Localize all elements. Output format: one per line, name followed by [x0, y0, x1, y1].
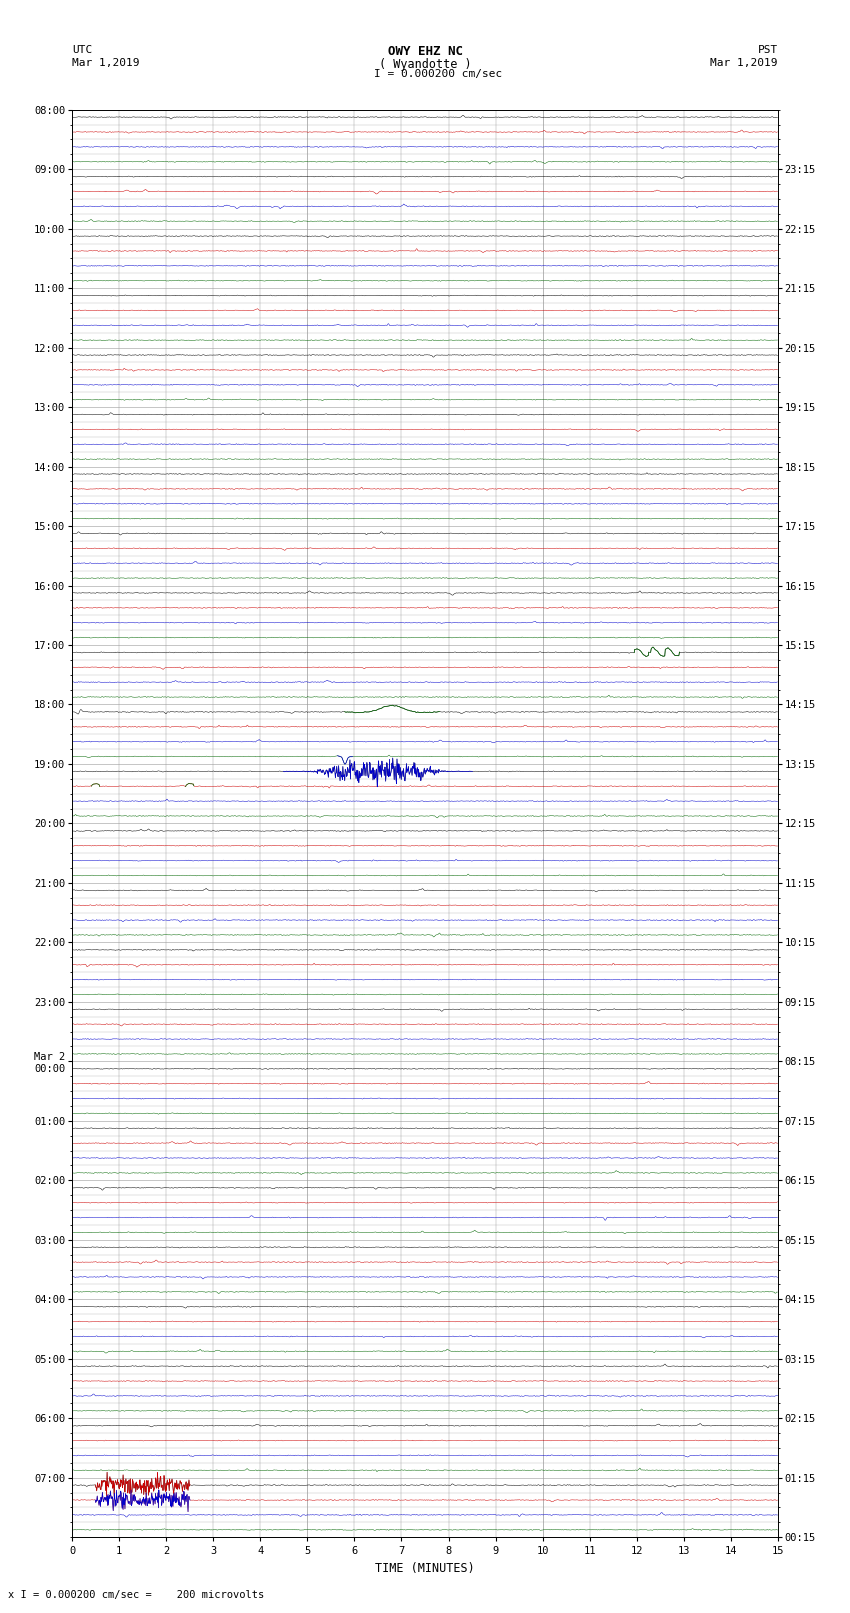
Text: ( Wyandotte ): ( Wyandotte ): [379, 58, 471, 71]
Text: PST: PST: [757, 45, 778, 55]
Text: UTC: UTC: [72, 45, 93, 55]
Text: x I = 0.000200 cm/sec =    200 microvolts: x I = 0.000200 cm/sec = 200 microvolts: [8, 1590, 264, 1600]
Text: Mar 1,2019: Mar 1,2019: [72, 58, 139, 68]
Text: Mar 1,2019: Mar 1,2019: [711, 58, 778, 68]
Text: I = 0.000200 cm/sec: I = 0.000200 cm/sec: [374, 69, 502, 79]
X-axis label: TIME (MINUTES): TIME (MINUTES): [375, 1561, 475, 1574]
Text: OWY EHZ NC: OWY EHZ NC: [388, 45, 462, 58]
